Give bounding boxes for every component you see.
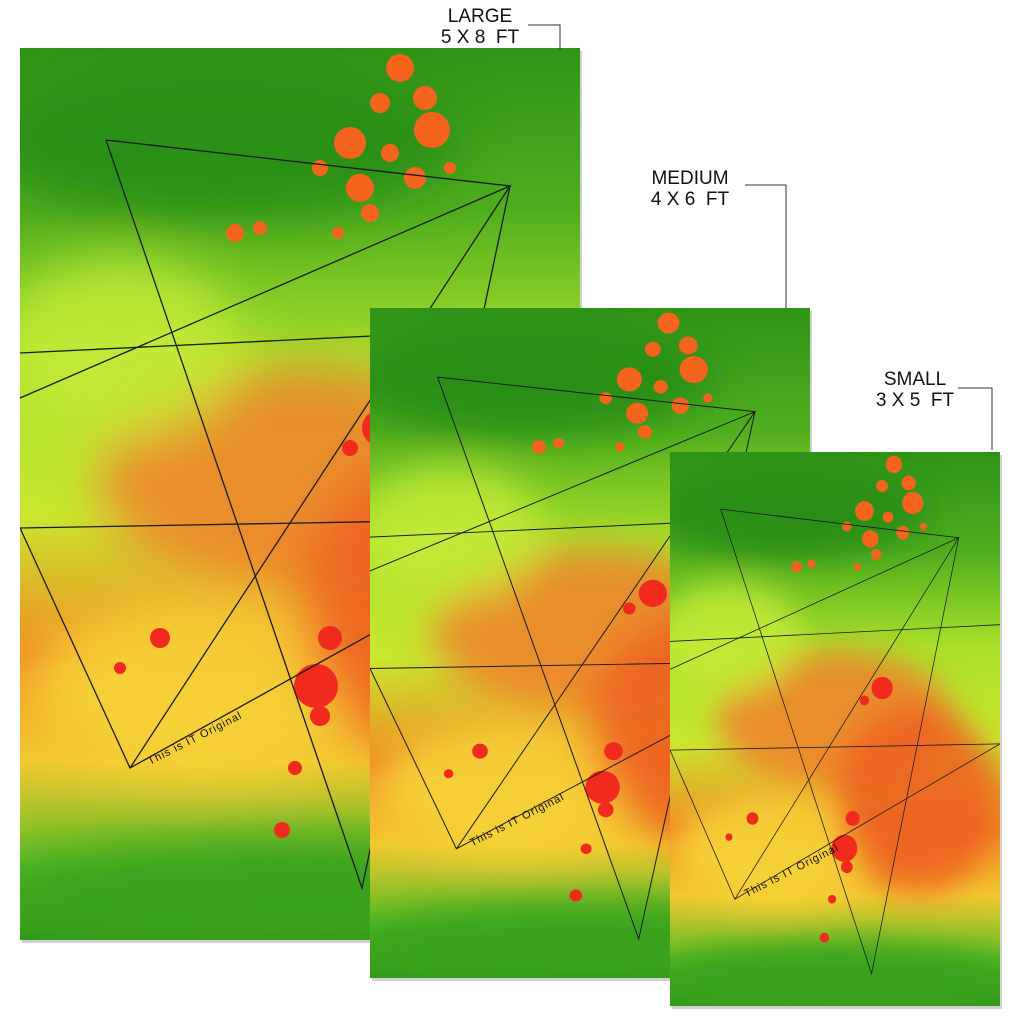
size-dimensions: 3 X 5 FT [876, 390, 955, 411]
rug [646, 452, 1023, 1017]
size-name: SMALL [884, 369, 946, 390]
size-leader-line [958, 387, 993, 450]
size-name: MEDIUM [651, 168, 728, 189]
size-leader-line [528, 24, 561, 50]
size-dimensions: 5 X 8 FT [441, 27, 520, 48]
size-dimensions: 4 X 6 FT [651, 189, 730, 210]
size-leader-line [745, 184, 787, 308]
size-name: LARGE [448, 6, 512, 27]
